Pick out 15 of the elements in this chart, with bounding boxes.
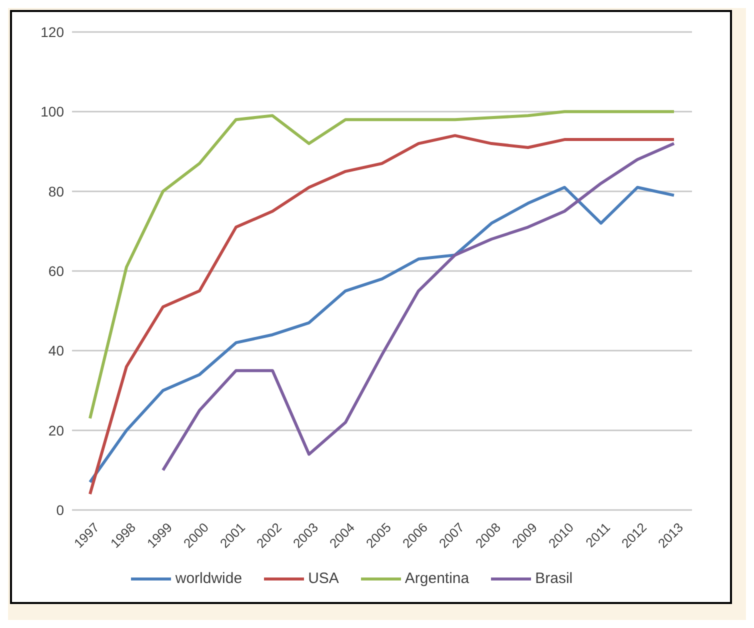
y-tick-label: 60 [48, 262, 64, 279]
legend-label: Argentina [404, 570, 470, 587]
y-tick-label: 120 [40, 24, 64, 40]
legend-label: Brasil [534, 570, 573, 587]
line-series [88, 110, 676, 420]
line-series [88, 134, 676, 496]
legend-label: USA [307, 570, 339, 587]
y-tick-label: 40 [48, 342, 64, 359]
y-tick-label: 100 [40, 104, 64, 120]
line-series [88, 186, 676, 484]
line-series [162, 142, 676, 472]
y-tick-label: 0 [56, 502, 64, 518]
y-tick-label: 80 [48, 183, 64, 200]
legend-label: worldwide [174, 570, 242, 587]
y-tick-label: 20 [48, 422, 64, 438]
